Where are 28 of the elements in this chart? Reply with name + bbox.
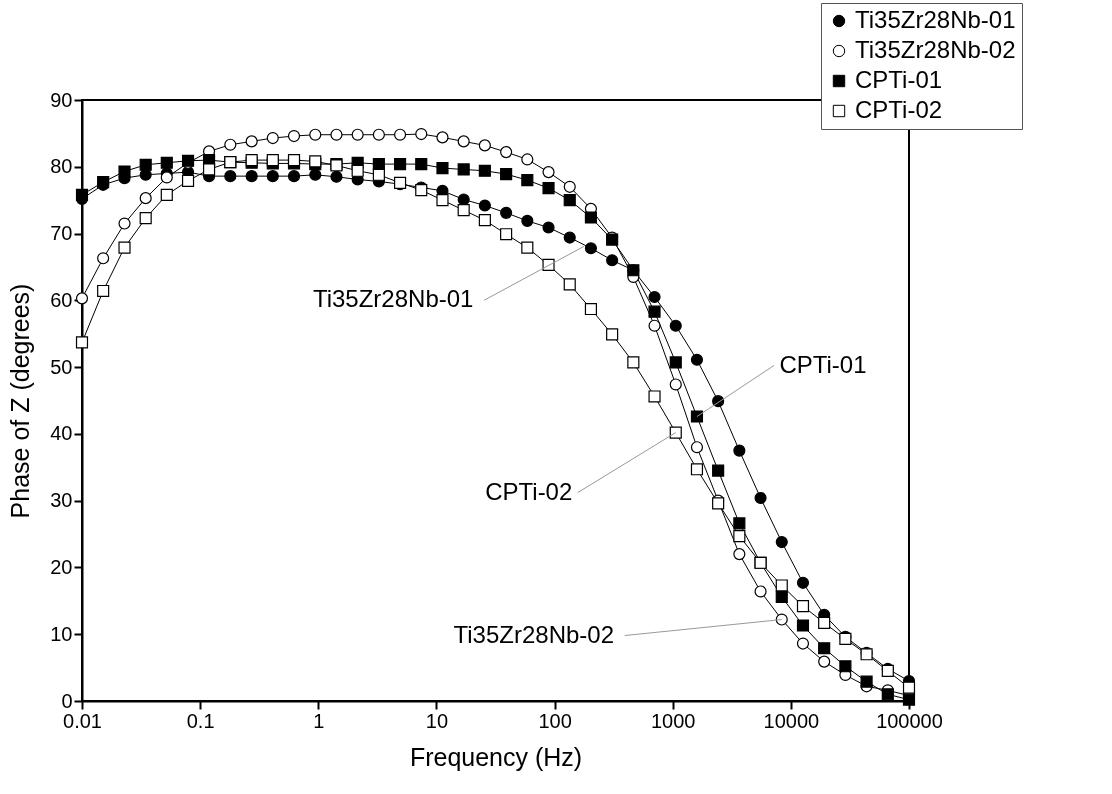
x-tick-label: 0.1 — [186, 709, 215, 732]
x-axis-title: Frequency (Hz) — [409, 742, 583, 771]
x-tick-label: 100000 — [876, 709, 943, 732]
legend-label: Ti35Zr28Nb-02 — [855, 36, 1016, 63]
y-tick-label: 90 — [50, 88, 73, 111]
y-tick-label: 80 — [50, 155, 73, 178]
x-tick-label: 10000 — [763, 709, 820, 732]
annotation: Ti35Zr28Nb-01 — [312, 285, 474, 313]
legend-label: CPTi-01 — [855, 66, 943, 93]
y-tick-label: 20 — [50, 555, 73, 578]
annotation: Ti35Zr28Nb-02 — [453, 620, 615, 648]
y-tick-label: 70 — [50, 222, 73, 245]
annotation: CPTi-02 — [485, 477, 573, 505]
y-tick-label: 30 — [50, 489, 73, 512]
annotation: CPTi-01 — [779, 350, 867, 378]
x-tick-label: 1 — [313, 709, 325, 732]
x-tick-label: 0.01 — [63, 709, 102, 732]
x-tick-label: 10 — [425, 709, 449, 732]
y-tick-label: 50 — [50, 355, 73, 378]
y-axis-title: Phase of Z (degrees) — [6, 283, 35, 519]
y-tick-label: 60 — [50, 288, 73, 311]
y-tick-label: 0 — [61, 689, 73, 712]
x-tick-label: 100 — [538, 709, 572, 732]
x-tick-label: 1000 — [650, 709, 696, 732]
legend-label: CPTi-02 — [855, 96, 943, 123]
y-tick-label: 40 — [50, 422, 73, 445]
y-tick-label: 10 — [50, 622, 73, 645]
legend-label: Ti35Zr28Nb-01 — [855, 6, 1016, 33]
